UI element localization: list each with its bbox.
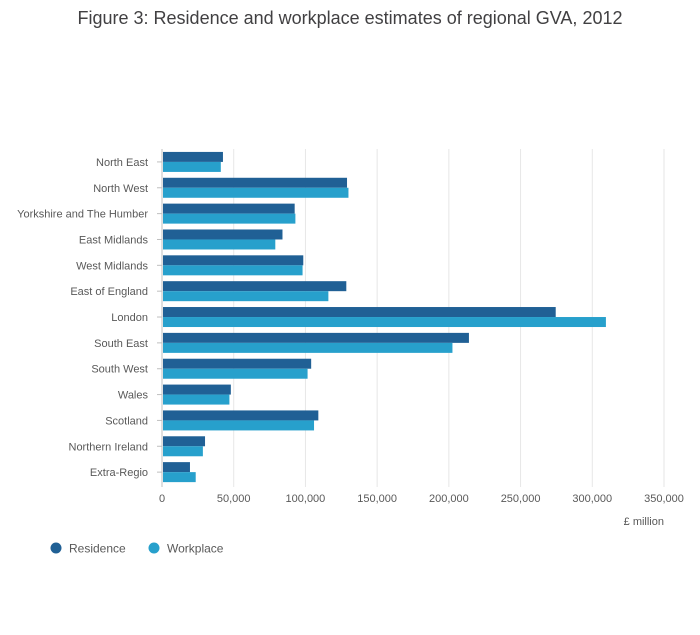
residence-bar — [163, 229, 283, 240]
residence-bar — [163, 462, 190, 473]
category-label: East Midlands — [79, 234, 149, 246]
x-tick-label: 100,000 — [286, 493, 326, 505]
residence-bar — [163, 307, 556, 318]
workplace-bar — [163, 317, 606, 328]
workplace-bar — [163, 239, 276, 250]
residence-bar — [163, 151, 223, 162]
residence-bar — [163, 410, 319, 421]
residence-bar — [163, 255, 304, 266]
workplace-bar — [163, 394, 230, 405]
category-label: East of England — [70, 286, 148, 298]
legend-residence-marker — [50, 542, 62, 554]
category-label: Northern Ireland — [69, 441, 149, 453]
category-label: South East — [94, 338, 148, 350]
legend-workplace-label: Workplace — [167, 542, 224, 556]
workplace-bar — [163, 472, 196, 483]
category-label: Scotland — [105, 415, 148, 427]
x-tick-label: 50,000 — [217, 493, 251, 505]
workplace-bar — [163, 446, 203, 457]
workplace-bar — [163, 420, 315, 431]
category-label: North East — [96, 157, 148, 169]
bars — [163, 151, 606, 483]
residence-bar — [163, 177, 348, 188]
category-label: Extra-Regio — [90, 467, 148, 479]
legend-residence-label: Residence — [69, 542, 126, 556]
residence-bar — [163, 281, 347, 292]
category-label: Yorkshire and The Humber — [17, 209, 148, 221]
legend: Residence Workplace — [50, 542, 224, 556]
x-axis-unit-label: £ million — [624, 516, 664, 528]
workplace-bar — [163, 161, 221, 172]
workplace-bar — [163, 368, 308, 379]
legend-workplace-marker — [148, 542, 160, 554]
x-tick-label: 200,000 — [429, 493, 469, 505]
chart-title: Figure 3: Residence and workplace estima… — [78, 8, 623, 28]
x-tick-label: 0 — [159, 493, 165, 505]
category-label: Wales — [118, 390, 149, 402]
x-tick-label: 150,000 — [357, 493, 397, 505]
category-label: South West — [91, 364, 148, 376]
workplace-bar — [163, 342, 453, 353]
residence-bar — [163, 384, 231, 395]
x-tick-label: 350,000 — [644, 493, 684, 505]
workplace-bar — [163, 213, 296, 224]
residence-bar — [163, 358, 312, 369]
residence-bar — [163, 203, 295, 214]
workplace-bar — [163, 291, 329, 302]
category-label: North West — [93, 183, 148, 195]
x-tick-label: 250,000 — [501, 493, 541, 505]
workplace-bar — [163, 265, 303, 276]
workplace-bar — [163, 187, 349, 198]
residence-bar — [163, 332, 469, 343]
category-label: West Midlands — [76, 260, 148, 272]
category-label: London — [111, 312, 148, 324]
residence-bar — [163, 436, 206, 447]
axes: 0 50,000 100,000 150,000 200,000 250,000 300,0… — [17, 149, 684, 505]
x-tick-label: 300,000 — [572, 493, 612, 505]
